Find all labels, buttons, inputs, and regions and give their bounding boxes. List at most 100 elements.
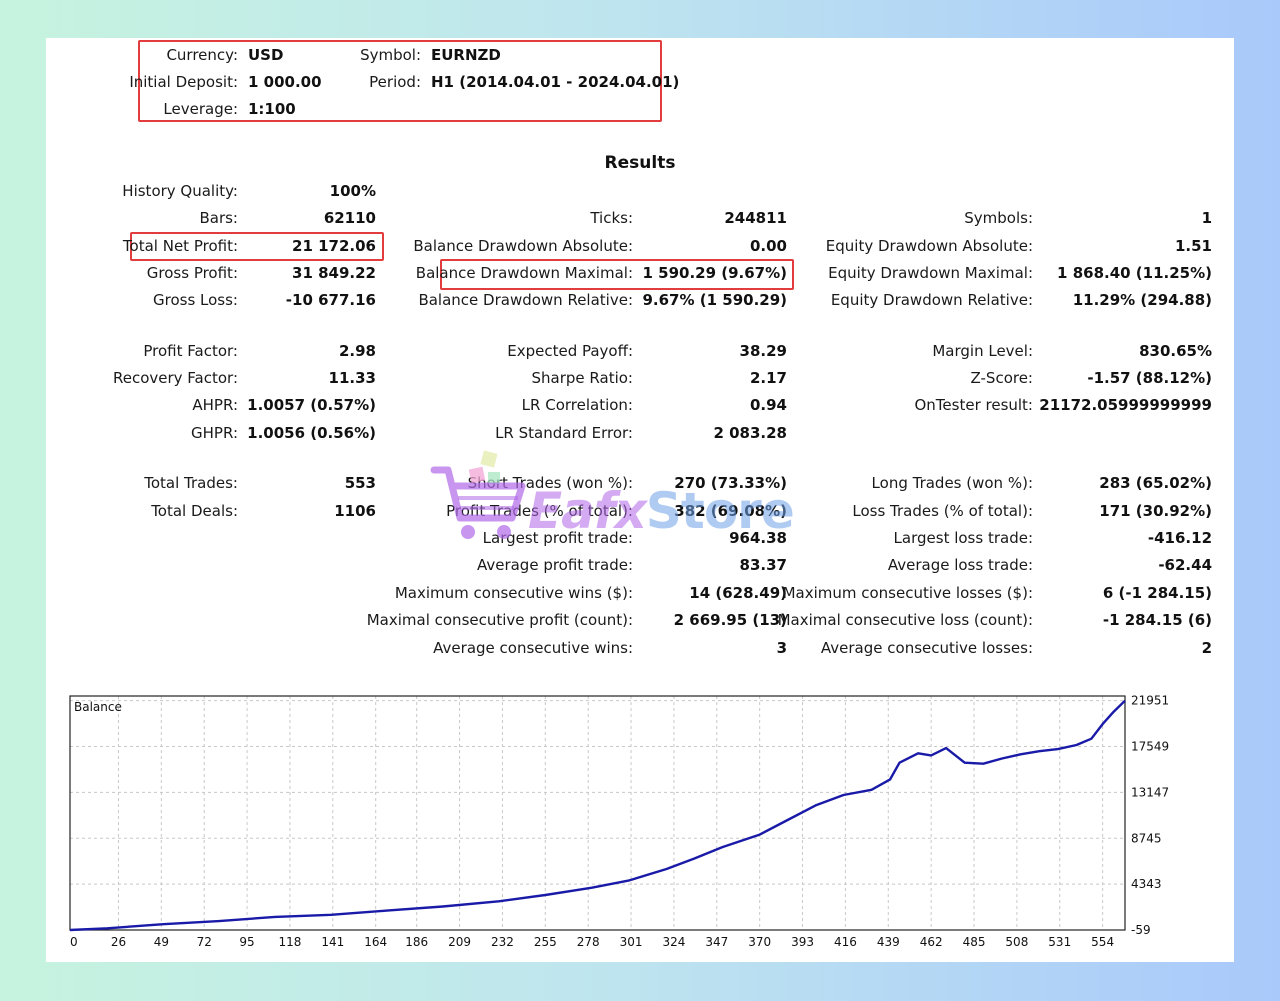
stat-label-long-trades: Long Trades (won %):	[871, 474, 1033, 492]
x-axis-ticks: 0 26 49 72 95 118 141 164 186 209 232 255 278 301 324 3…	[70, 935, 1114, 949]
stat-value-margin-level: 830.65%	[1139, 342, 1212, 360]
period-label: Period:	[369, 73, 421, 91]
leverage-value: 1:100	[248, 100, 296, 118]
stat-label-lr-standard-error: LR Standard Error:	[495, 424, 633, 442]
stat-value-max-consecutive-losses: 6 (-1 284.15)	[1102, 584, 1212, 602]
x-tick-label: 508	[1005, 935, 1028, 949]
stat-label-ontester-result: OnTester result:	[914, 396, 1033, 414]
stat-value-ontester-result: 21172.05999999999	[1039, 396, 1212, 414]
x-tick-label: 485	[963, 935, 986, 949]
stat-value-ghpr: 1.0056 (0.56%)	[247, 424, 376, 442]
stat-value-equity-dd-absolute: 1.51	[1174, 237, 1212, 255]
stat-value-ticks: 244811	[724, 209, 787, 227]
x-tick-label: 393	[791, 935, 814, 949]
x-tick-label: 278	[577, 935, 600, 949]
stat-value-average-profit-trade: 83.37	[739, 556, 787, 574]
chart-title: Balance	[74, 700, 122, 714]
deposit-value: 1 000.00	[248, 73, 322, 91]
stat-value-lr-correlation: 0.94	[749, 396, 787, 414]
x-tick-label: 186	[405, 935, 428, 949]
stat-value-average-loss-trade: -62.44	[1158, 556, 1212, 574]
x-tick-label: 72	[197, 935, 212, 949]
stat-value-average-consecutive-losses: 2	[1201, 639, 1212, 657]
stat-label-average-profit-trade: Average profit trade:	[476, 556, 633, 574]
stat-label-average-consecutive-wins: Average consecutive wins:	[433, 639, 633, 657]
stat-label-ahpr: AHPR:	[192, 396, 238, 414]
results-title: Results	[604, 153, 676, 173]
stat-label-largest-profit-trade: Largest profit trade:	[482, 529, 633, 547]
stat-label-max-consecutive-wins: Maximum consecutive wins ($):	[394, 584, 633, 602]
stat-value-loss-trades: 171 (30.92%)	[1099, 502, 1212, 520]
stat-label-total-deals: Total Deals:	[151, 502, 238, 520]
stat-value-total-trades: 553	[344, 474, 376, 492]
y-axis-ticks: 21951 17549 13147 8745 4343 -59	[1131, 694, 1169, 937]
chart-grid	[69, 696, 1125, 931]
stat-label-average-consecutive-losses: Average consecutive losses:	[820, 639, 1033, 657]
leverage-label: Leverage:	[163, 100, 238, 118]
stat-label-margin-level: Margin Level:	[932, 342, 1033, 360]
deposit-label: Initial Deposit:	[129, 73, 238, 91]
stat-value-lr-standard-error: 2 083.28	[713, 424, 787, 442]
x-tick-label: 209	[448, 935, 471, 949]
stat-label-total-trades: Total Trades:	[144, 474, 238, 492]
stat-label-balance-dd-relative: Balance Drawdown Relative:	[418, 291, 633, 309]
stat-label-average-loss-trade: Average loss trade:	[887, 556, 1033, 574]
balance-drawdown-highlight-box	[440, 259, 794, 290]
stat-label-max-consecutive-losses: Maximum consecutive losses ($):	[782, 584, 1033, 602]
strategy-tester-report: Currency: USD Symbol: EURNZD Initial Dep…	[46, 38, 1234, 962]
stat-value-largest-profit-trade: 964.38	[729, 529, 787, 547]
stat-label-balance-dd-maximal: Balance Drawdown Maximal:	[415, 264, 633, 282]
x-tick-label: 164	[364, 935, 387, 949]
stat-label-profit-factor: Profit Factor:	[143, 342, 238, 360]
stat-value-ahpr: 1.0057 (0.57%)	[247, 396, 376, 414]
x-tick-label: 0	[70, 935, 78, 949]
y-tick-label: -59	[1131, 923, 1151, 937]
stat-value-equity-dd-maximal: 1 868.40 (11.25%)	[1057, 264, 1212, 282]
y-tick-label: 13147	[1131, 785, 1169, 799]
stat-label-lr-correlation: LR Correlation:	[521, 396, 633, 414]
stat-value-sharpe-ratio: 2.17	[749, 369, 787, 387]
header-highlight-box	[138, 40, 662, 122]
x-tick-label: 439	[877, 935, 900, 949]
stat-label-loss-trades: Loss Trades (% of total):	[852, 502, 1033, 520]
y-tick-label: 17549	[1131, 740, 1169, 754]
x-tick-label: 301	[620, 935, 643, 949]
stat-label-largest-loss-trade: Largest loss trade:	[893, 529, 1033, 547]
stat-value-equity-dd-relative: 11.29% (294.88)	[1072, 291, 1212, 309]
x-tick-label: 370	[748, 935, 771, 949]
x-tick-label: 118	[278, 935, 301, 949]
stat-value-gross-profit: 31 849.22	[292, 264, 376, 282]
x-tick-label: 232	[491, 935, 514, 949]
x-tick-label: 462	[920, 935, 943, 949]
stat-label-ghpr: GHPR:	[191, 424, 238, 442]
stat-label-z-score: Z-Score:	[970, 369, 1034, 387]
stat-value-short-trades: 270 (73.33%)	[674, 474, 787, 492]
stat-label-sharpe-ratio: Sharpe Ratio:	[531, 369, 633, 387]
stat-value-largest-loss-trade: -416.12	[1147, 529, 1212, 547]
stat-label-gross-profit: Gross Profit:	[146, 264, 238, 282]
net-profit-highlight-box	[130, 232, 384, 261]
stat-value-total-deals: 1106	[334, 502, 376, 520]
x-tick-label: 324	[662, 935, 685, 949]
stat-value-z-score: -1.57 (88.12%)	[1087, 369, 1212, 387]
stat-value-gross-loss: -10 677.16	[285, 291, 376, 309]
x-tick-label: 49	[154, 935, 169, 949]
x-tick-label: 416	[834, 935, 857, 949]
stat-label-bars: Bars:	[199, 209, 238, 227]
stat-value-balance-dd-relative: 9.67% (1 590.29)	[642, 291, 787, 309]
stat-label-expected-payoff: Expected Payoff:	[507, 342, 633, 360]
stat-label-maximal-consecutive-profit: Maximal consecutive profit (count):	[366, 611, 633, 629]
currency-value: USD	[248, 46, 284, 64]
y-tick-label: 4343	[1131, 877, 1162, 891]
currency-label: Currency:	[166, 46, 238, 64]
stat-value-bars: 62110	[323, 209, 376, 227]
stat-label-equity-dd-relative: Equity Drawdown Relative:	[830, 291, 1033, 309]
stat-value-long-trades: 283 (65.02%)	[1099, 474, 1212, 492]
symbol-label: Symbol:	[360, 46, 421, 64]
x-tick-label: 255	[534, 935, 557, 949]
x-tick-label: 531	[1048, 935, 1071, 949]
stat-value-maximal-consecutive-profit: 2 669.95 (13)	[673, 611, 787, 629]
stat-value-total-net-profit: 21 172.06	[292, 237, 376, 255]
chart-frame	[69, 695, 1126, 931]
stat-value-profit-trades: 382 (69.08%)	[674, 502, 787, 520]
